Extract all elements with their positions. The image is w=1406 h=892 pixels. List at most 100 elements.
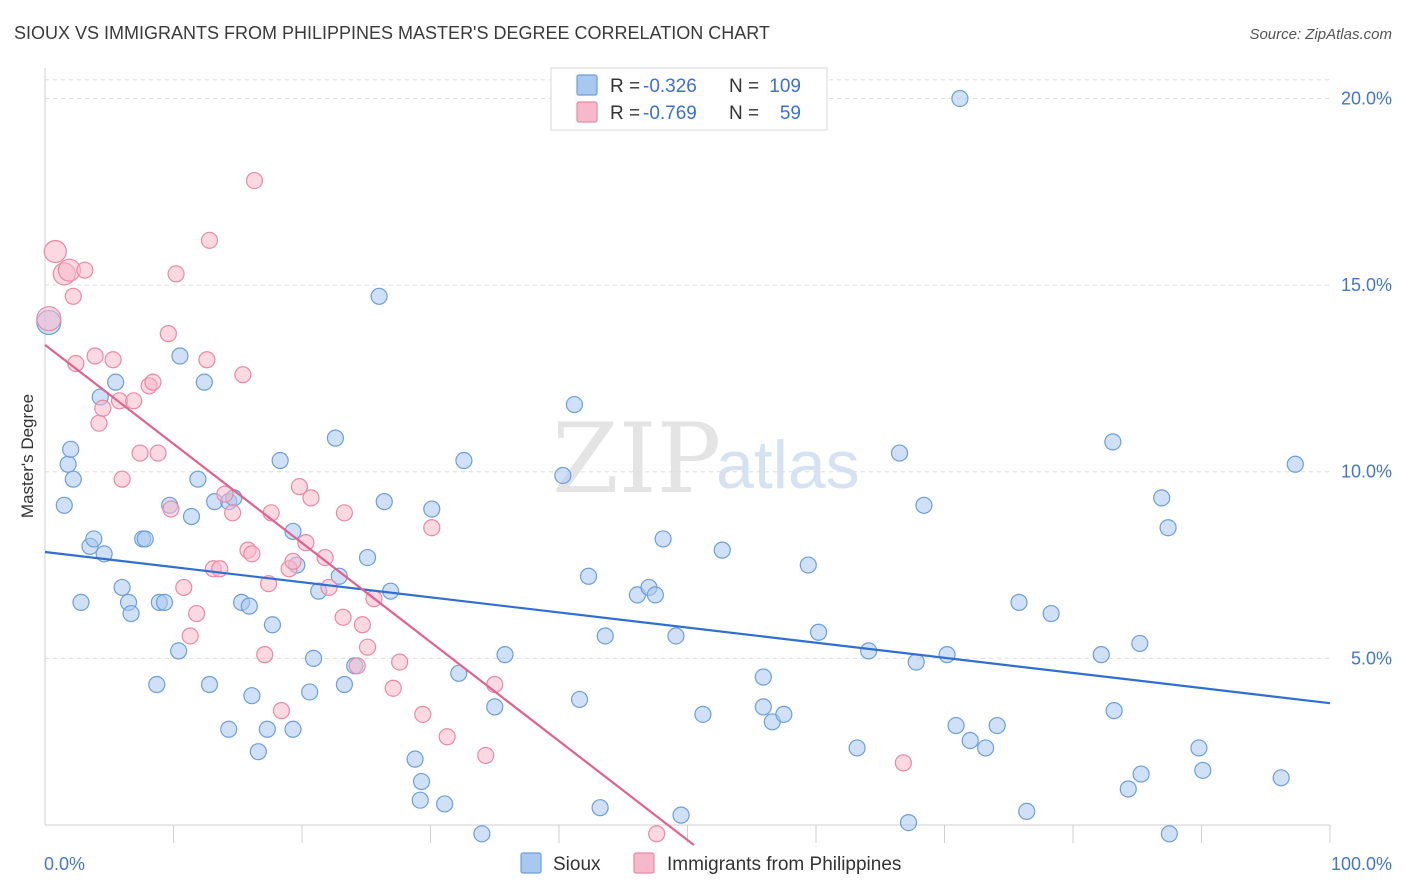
sioux-point bbox=[335, 675, 354, 694]
sioux-point bbox=[200, 675, 219, 694]
philippines-point bbox=[200, 231, 219, 249]
philippines-point bbox=[36, 306, 62, 332]
y-tick-label: 15.0% bbox=[1341, 275, 1392, 295]
sioux-point bbox=[72, 593, 90, 611]
sioux-point bbox=[148, 675, 166, 694]
sioux-point bbox=[775, 705, 793, 723]
philippines-point bbox=[477, 746, 495, 765]
chart-title: SIOUX VS IMMIGRANTS FROM PHILIPPINES MAS… bbox=[14, 23, 770, 43]
sioux-point bbox=[473, 825, 491, 843]
sioux-point bbox=[1190, 739, 1208, 757]
sioux-point bbox=[754, 698, 772, 716]
philippines-point bbox=[211, 560, 229, 578]
philippines-point bbox=[243, 545, 261, 563]
sioux-point bbox=[1092, 646, 1110, 664]
philippines-point bbox=[648, 825, 666, 843]
sioux-point bbox=[591, 799, 609, 817]
sioux-point bbox=[907, 653, 925, 671]
philippines-point bbox=[302, 489, 320, 507]
bottom-legend-swatch-philippines bbox=[633, 852, 655, 874]
sioux-point bbox=[899, 814, 918, 832]
sioux-points bbox=[36, 89, 1304, 843]
philippines-point bbox=[353, 616, 371, 634]
legend-r-value-sioux: -0.326 bbox=[643, 76, 697, 97]
sioux-point bbox=[455, 451, 473, 470]
philippines-point bbox=[224, 504, 242, 522]
sioux-point bbox=[1105, 702, 1123, 720]
sioux-point bbox=[1286, 455, 1304, 473]
philippines-point bbox=[149, 444, 167, 462]
legend-r-label-sioux: R = bbox=[610, 76, 640, 97]
source-label: Source: ZipAtlas.com bbox=[1249, 26, 1392, 43]
philippines-point bbox=[76, 261, 94, 279]
sioux-point bbox=[122, 604, 140, 623]
sioux-point bbox=[809, 623, 828, 641]
sioux-point bbox=[64, 470, 82, 488]
sioux-point bbox=[195, 373, 213, 391]
y-tick-label: 10.0% bbox=[1341, 462, 1392, 482]
philippines-point bbox=[348, 657, 366, 675]
sioux-point bbox=[938, 646, 956, 664]
sioux-point bbox=[1119, 780, 1137, 798]
sioux-point bbox=[961, 731, 979, 750]
sioux-point bbox=[1159, 519, 1177, 537]
philippines-point bbox=[125, 392, 143, 410]
sioux-point bbox=[890, 444, 909, 462]
sioux-point bbox=[486, 698, 504, 716]
sioux-point bbox=[170, 642, 188, 660]
sioux-point bbox=[155, 593, 174, 611]
sioux-point bbox=[1160, 825, 1178, 843]
bottom-legend: Sioux Immigrants from Philippines bbox=[520, 852, 901, 875]
sioux-point bbox=[55, 496, 73, 514]
philippines-point bbox=[320, 578, 338, 597]
philippines-point bbox=[438, 728, 456, 746]
bottom-legend-sioux: Sioux bbox=[553, 854, 601, 875]
philippines-point bbox=[358, 638, 377, 656]
sioux-point bbox=[263, 616, 282, 634]
philippines-points bbox=[36, 171, 912, 843]
philippines-point bbox=[423, 519, 441, 537]
philippines-point bbox=[94, 399, 112, 417]
philippines-point bbox=[144, 373, 162, 391]
sioux-point bbox=[85, 530, 103, 548]
sioux-point bbox=[1010, 593, 1028, 611]
sioux-point bbox=[848, 739, 866, 757]
sioux-point bbox=[258, 720, 276, 738]
legend-r-value-philippines: -0.769 bbox=[643, 103, 697, 124]
philippines-point bbox=[290, 478, 309, 496]
watermark-atlas: atlas bbox=[716, 427, 860, 503]
philippines-point bbox=[334, 608, 352, 626]
philippines-point bbox=[316, 548, 334, 567]
sioux-point bbox=[713, 541, 731, 559]
sioux-point bbox=[189, 470, 207, 488]
sioux-point bbox=[799, 556, 817, 574]
philippines-point bbox=[43, 239, 67, 264]
sioux-point bbox=[754, 668, 772, 686]
sioux-point bbox=[171, 347, 189, 365]
sioux-point bbox=[694, 705, 712, 723]
sioux-point bbox=[915, 496, 933, 514]
philippines-point bbox=[167, 265, 185, 283]
legend-n-label-philippines: N = bbox=[729, 103, 759, 124]
philippines-point bbox=[216, 485, 234, 503]
sioux-point bbox=[284, 720, 302, 738]
y-tick-label: 20.0% bbox=[1341, 88, 1392, 108]
sioux-point bbox=[62, 440, 80, 458]
philippines-point bbox=[181, 627, 199, 645]
legend-n-value-philippines: 59 bbox=[780, 103, 801, 124]
sioux-point bbox=[554, 466, 572, 485]
sioux-point bbox=[1042, 604, 1060, 623]
legend-swatch-philippines bbox=[576, 101, 598, 123]
sioux-point bbox=[59, 455, 77, 473]
y-axis-label: Master's Degree bbox=[18, 394, 37, 518]
sioux-point bbox=[326, 429, 345, 447]
sioux-point bbox=[243, 687, 261, 705]
watermark-zip: ZIP bbox=[552, 403, 721, 515]
philippines-point bbox=[64, 287, 82, 305]
sioux-point bbox=[136, 530, 154, 548]
sioux-point bbox=[423, 500, 441, 518]
philippines-point bbox=[245, 171, 264, 190]
philippines-point bbox=[335, 504, 354, 522]
sioux-point bbox=[358, 548, 377, 567]
